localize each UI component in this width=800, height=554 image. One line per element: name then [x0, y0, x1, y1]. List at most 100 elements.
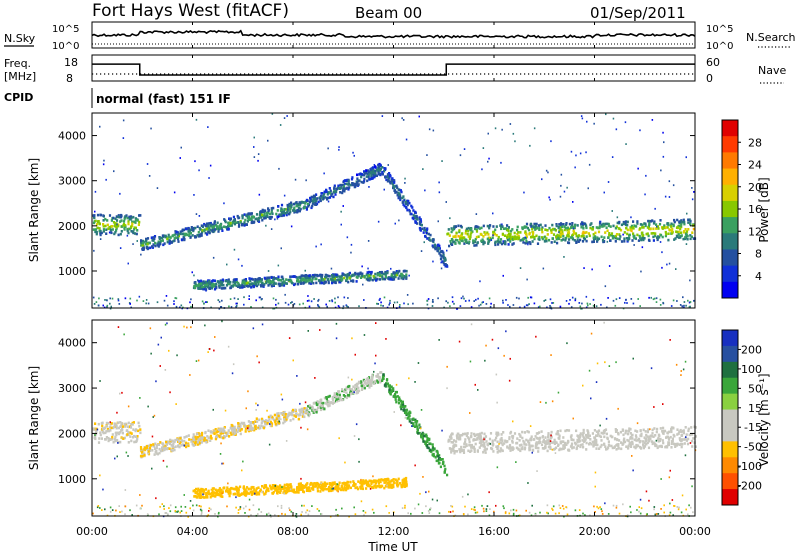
data-cell: [456, 435, 459, 439]
data-cell: [443, 464, 446, 468]
data-cell: [110, 422, 113, 425]
data-cell: [366, 377, 369, 380]
data-cell: [463, 442, 466, 446]
data-cell: [690, 426, 693, 429]
data-cell: [589, 303, 591, 305]
data-cell: [211, 487, 214, 490]
data-cell: [575, 429, 578, 433]
data-cell: [401, 117, 403, 120]
data-cell: [577, 234, 580, 237]
data-cell: [526, 241, 529, 244]
data-cell: [607, 222, 610, 226]
data-cell: [422, 168, 424, 170]
data-cell: [656, 225, 659, 228]
data-cell: [444, 264, 447, 268]
data-cell: [361, 484, 364, 488]
data-cell: [528, 303, 530, 305]
data-cell: [607, 446, 610, 449]
data-cell: [171, 444, 174, 448]
data-cell: [490, 239, 493, 241]
data-cell: [288, 411, 291, 415]
data-cell: [322, 197, 325, 200]
data-cell: [617, 443, 620, 446]
data-cell: [342, 305, 345, 308]
data-cell: [239, 427, 242, 430]
data-cell: [640, 447, 643, 450]
data-cell: [320, 483, 323, 486]
data-cell: [190, 228, 193, 232]
data-cell: [617, 446, 620, 450]
data-cell: [258, 427, 261, 430]
data-cell: [153, 453, 156, 456]
data-cell: [317, 298, 320, 301]
data-cell: [414, 425, 417, 428]
data-cell: [680, 434, 683, 437]
data-cell: [389, 278, 392, 281]
data-cell: [506, 234, 509, 237]
data-cell: [412, 218, 415, 221]
data-cell: [226, 486, 229, 489]
data-cell: [95, 232, 98, 236]
data-cell: [299, 485, 302, 489]
data-cell: [402, 195, 405, 198]
data-cell: [154, 442, 157, 446]
data-cell: [276, 414, 279, 418]
data-cell: [637, 444, 640, 447]
data-cell: [99, 233, 102, 237]
data-cell: [195, 213, 198, 215]
data-cell: [254, 278, 257, 281]
data-cell: [328, 394, 331, 398]
data-cell: [625, 237, 628, 240]
data-cell: [392, 184, 395, 188]
data-cell: [450, 230, 453, 234]
data-cell: [192, 228, 195, 231]
data-cell: [468, 438, 471, 441]
data-cell: [627, 439, 630, 443]
data-cell: [535, 234, 538, 238]
data-cell: [182, 237, 186, 241]
data-cell: [94, 230, 97, 234]
data-cell: [391, 178, 394, 182]
data-cell: [629, 435, 632, 439]
data-cell: [664, 195, 667, 198]
data-cell: [323, 277, 326, 281]
data-cell: [228, 435, 231, 438]
data-cell: [559, 233, 562, 237]
data-cell: [214, 488, 217, 492]
data-cell: [374, 272, 377, 276]
data-cell: [227, 429, 230, 432]
data-cell: [426, 299, 428, 302]
data-cell: [337, 296, 339, 299]
data-cell: [539, 223, 542, 227]
data-cell: [94, 435, 97, 438]
data-cell: [229, 488, 232, 492]
data-cell: [496, 451, 499, 454]
data-cell: [394, 392, 397, 396]
data-cell: [131, 220, 134, 224]
data-cell: [328, 488, 331, 491]
data-cell: [533, 438, 536, 441]
data-cell: [550, 307, 553, 310]
data-cell: [284, 282, 287, 285]
data-cell: [308, 305, 311, 308]
data-cell: [682, 218, 685, 222]
data-cell: [129, 297, 132, 300]
data-cell: [156, 244, 159, 247]
data-cell: [126, 234, 129, 237]
data-cell: [252, 278, 255, 281]
data-cell: [114, 223, 117, 227]
data-cell: [355, 391, 358, 395]
data-cell: [283, 489, 286, 493]
data-cell: [429, 233, 432, 237]
data-cell: [356, 173, 359, 177]
data-cell: [333, 184, 336, 188]
data-cell: [119, 440, 122, 444]
data-cell: [216, 489, 219, 492]
data-cell: [605, 448, 608, 451]
data-cell: [595, 440, 598, 443]
data-cell: [352, 480, 355, 483]
data-cell: [466, 232, 469, 236]
data-cell: [479, 444, 483, 447]
data-cell: [233, 429, 236, 433]
data-cell: [452, 235, 455, 238]
